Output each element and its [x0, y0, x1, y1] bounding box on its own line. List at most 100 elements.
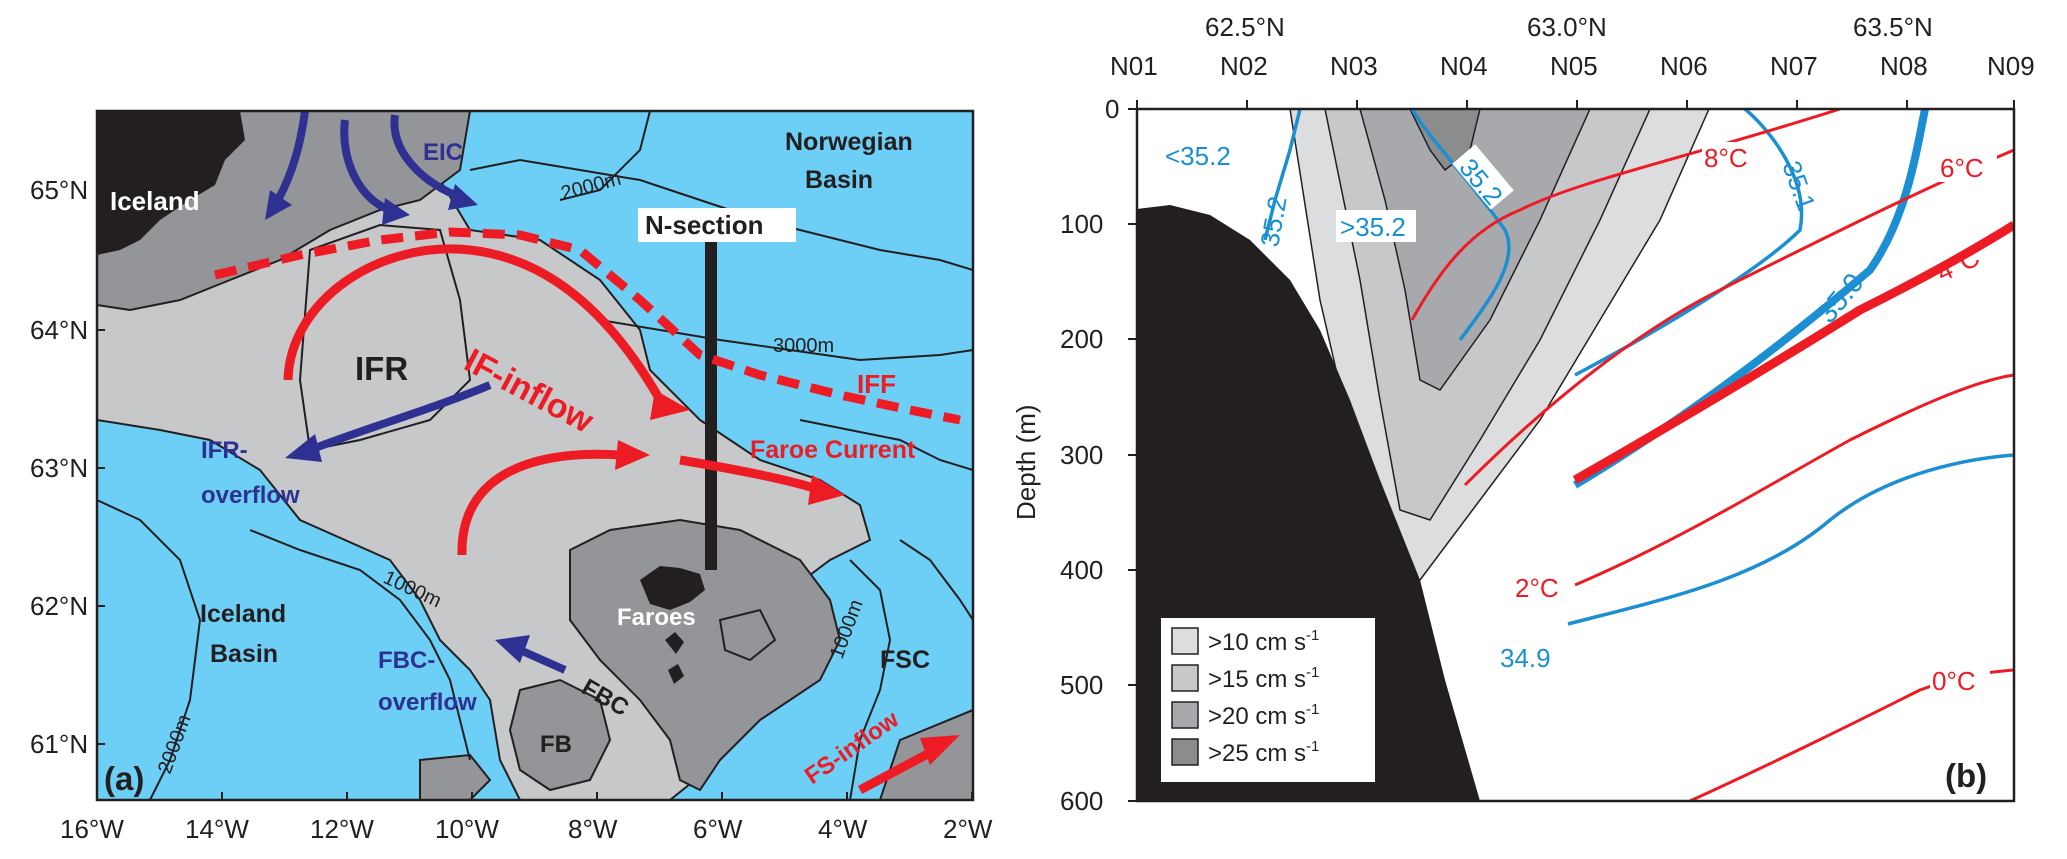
label-n-section: N-section: [645, 210, 763, 240]
section-lat-63-5: 63.5°N: [1853, 12, 1933, 42]
label-eic: EIC: [423, 139, 463, 166]
temp-label-8c: 8°C: [1704, 143, 1748, 173]
red-arrowheads: [615, 390, 960, 765]
section-lat-labels: 62.5°N 63.0°N 63.5°N: [1205, 12, 1933, 42]
label-norwegian-basin-2: Basin: [805, 166, 873, 194]
iceland-land: [97, 111, 245, 255]
lat-tick-65: 65°N: [30, 175, 88, 205]
label-ifr-overflow-1: IFR-: [201, 437, 248, 464]
lon-tick-14w: 14°W: [185, 814, 249, 844]
faroe-bank: [508, 678, 612, 792]
depth-tick-400: 400: [1060, 555, 1103, 585]
n-section-line: [705, 240, 717, 570]
sal-label-lt-35-2: <35.2: [1165, 141, 1231, 171]
map-panel: Iceland Norwegian Basin N-section IFR Fa…: [30, 109, 993, 844]
small-bank-2: [718, 608, 777, 662]
depth-tick-labels: 0 100 200 300 400 500 600: [1060, 94, 1119, 816]
temp-label-2c: 2°C: [1515, 573, 1559, 603]
faroe-islet-2: [668, 664, 684, 684]
red-currents: [283, 244, 938, 794]
station-n08: N08: [1880, 51, 1928, 81]
velocity-legend: >10 cm s-1 >15 cm s-1 >20 cm s-1 >25 cm …: [1159, 616, 1377, 784]
label-fsc: FSC: [880, 646, 930, 674]
label-iff: IFF: [857, 369, 896, 399]
label-faroe-current: Faroe Current: [750, 436, 916, 464]
depth-tick-300: 300: [1060, 440, 1103, 470]
map-lon-tick-labels: 16°W 14°W 12°W 10°W 8°W 6°W 4°W 2°W: [60, 814, 993, 844]
panel-b-label: (b): [1945, 757, 1987, 794]
small-bank-1: [419, 753, 492, 800]
temp-label-box-6: [1937, 152, 1997, 182]
station-n09: N09: [1987, 51, 2035, 81]
sal-label-box-left: [1165, 138, 1237, 170]
sal-label-box-right: [1452, 144, 1514, 210]
label-iceland-basin-2: Basin: [210, 640, 278, 668]
lon-tick-8w: 8°W: [568, 814, 618, 844]
map-lat-tick-labels: 65°N 64°N 63°N 62°N 61°N: [30, 175, 88, 759]
legend-swatch-15: [1171, 664, 1199, 692]
faroe-islands: [640, 566, 705, 610]
salinity-contours: [1263, 109, 2014, 626]
temp-label-6c: 6°C: [1940, 153, 1984, 183]
legend-label-25: >25 cm s-1: [1208, 738, 1319, 767]
label-ifr: IFR: [355, 350, 408, 387]
sal-label-box-mid: [1336, 210, 1416, 242]
station-n05: N05: [1550, 51, 1598, 81]
lat-tick-64: 64°N: [30, 315, 88, 345]
legend-label-10: >10 cm s-1: [1208, 627, 1319, 656]
label-norwegian-basin-1: Norwegian: [785, 128, 913, 156]
lon-tick-10w: 10°W: [435, 814, 499, 844]
lat-tick-62: 62°N: [30, 591, 88, 621]
label-faroes: Faroes: [617, 604, 696, 631]
lat-tick-63: 63°N: [30, 453, 88, 483]
temperature-4c: [1572, 221, 2014, 484]
temp-label-0c: 0°C: [1932, 666, 1976, 696]
label-iceland-basin-1: Iceland: [200, 600, 286, 628]
depth-tick-100: 100: [1060, 209, 1103, 239]
section-panel: <35.2 35.2 >35.2 35.2 35.1 35.0 34.9 8°C…: [1011, 12, 2035, 816]
map-frame: [95, 109, 975, 802]
depth-axis-label: Depth (m): [1011, 404, 1041, 520]
panel-a-label: (a): [104, 760, 144, 797]
label-fbc-overflow-2: overflow: [378, 689, 477, 716]
station-labels: N01 N02 N03 N04 N05 N06 N07 N08 N09: [1110, 51, 2035, 81]
faroe-islet: [665, 632, 684, 654]
faroe-plateau: [569, 518, 842, 792]
sal-label-gt-35-2: >35.2: [1340, 212, 1406, 242]
legend-swatch-20: [1171, 701, 1199, 729]
label-depth-3000: 3000m: [773, 335, 834, 357]
legend-swatch-25: [1171, 738, 1199, 766]
lon-tick-6w: 6°W: [693, 814, 743, 844]
depth-axis-ticks: [1128, 108, 1137, 802]
section-lat-62-5: 62.5°N: [1205, 12, 1285, 42]
label-fbc-overflow-1: FBC-: [378, 647, 435, 674]
lon-tick-4w: 4°W: [818, 814, 868, 844]
sal-label-34-9: 34.9: [1500, 643, 1551, 673]
station-n03: N03: [1330, 51, 1378, 81]
station-n04: N04: [1440, 51, 1488, 81]
depth-tick-200: 200: [1060, 324, 1103, 354]
label-ifr-overflow-2: overflow: [201, 482, 300, 509]
station-ticks: [1136, 100, 2015, 109]
station-n07: N07: [1770, 51, 1818, 81]
legend-label-20: >20 cm s-1: [1208, 701, 1319, 730]
lon-tick-12w: 12°W: [310, 814, 374, 844]
iff-front: [213, 227, 961, 425]
lon-tick-2w: 2°W: [943, 814, 993, 844]
section-lat-63-0: 63.0°N: [1527, 12, 1607, 42]
label-fb: FB: [540, 731, 572, 758]
legend-swatch-10: [1171, 627, 1199, 655]
station-n06: N06: [1660, 51, 1708, 81]
temp-label-box-0: [1930, 666, 1990, 696]
depth-tick-500: 500: [1060, 670, 1103, 700]
temp-label-box-8: [1702, 142, 1760, 172]
depth-tick-600: 600: [1060, 786, 1103, 816]
depth-tick-0: 0: [1105, 94, 1119, 124]
label-iceland: Iceland: [110, 186, 200, 216]
station-n01: N01: [1110, 51, 1158, 81]
n-section-box: [638, 208, 796, 242]
lon-tick-16w: 16°W: [60, 814, 124, 844]
blue-arrowheads: [265, 184, 530, 663]
lat-tick-61: 61°N: [30, 729, 88, 759]
